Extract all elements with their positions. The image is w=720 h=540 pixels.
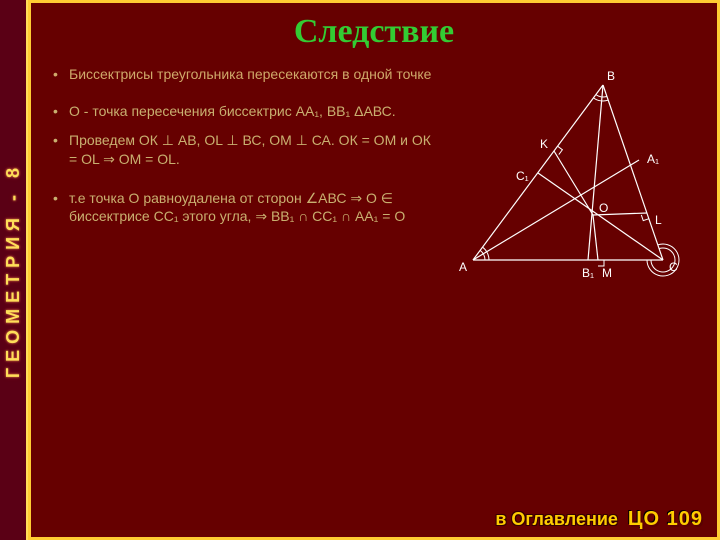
para-2: Проведем ОК ⊥ АВ, ОL ⊥ ВС, ОМ ⊥ СА. ОК =…: [53, 131, 433, 169]
vertex-label-L: L: [655, 213, 662, 227]
slide: Следствие Биссектрисы треугольника перес…: [28, 0, 720, 540]
text-column: Биссектрисы треугольника пересекаются в …: [53, 65, 433, 325]
school-badge: ЦО 109: [628, 508, 703, 531]
slide-title: Следствие: [53, 13, 695, 51]
vertex-label-M: M: [602, 266, 612, 280]
footer: в Оглавление ЦО 109: [31, 508, 717, 531]
vertex-label-B: B: [607, 69, 615, 83]
content-row: Биссектрисы треугольника пересекаются в …: [53, 65, 695, 325]
para-1: О - точка пересечения биссектрис АА₁, ВВ…: [53, 102, 433, 121]
vertex-label-A: A: [459, 260, 467, 274]
toc-link[interactable]: в Оглавление: [495, 509, 618, 530]
vertex-label-O: O: [599, 201, 608, 215]
vertex-label-K: K: [540, 137, 548, 151]
intro-bullet: Биссектрисы треугольника пересекаются в …: [53, 65, 433, 84]
vertex-label-A1: A₁: [647, 152, 659, 166]
triangle-figure: A B C A₁ B₁ C₁ K L M O: [443, 65, 693, 325]
para-3: т.е точка О равноудалена от сторон ∠АВС …: [53, 189, 433, 227]
sidebar-label: ГЕОМЕТРИЯ - 8: [3, 162, 24, 378]
vertex-label-B1: B₁: [582, 266, 594, 280]
sidebar: ГЕОМЕТРИЯ - 8: [0, 0, 28, 540]
vertex-label-C1: C₁: [516, 169, 529, 183]
triangle-svg: [443, 65, 693, 325]
vertex-label-C: C: [669, 260, 678, 274]
